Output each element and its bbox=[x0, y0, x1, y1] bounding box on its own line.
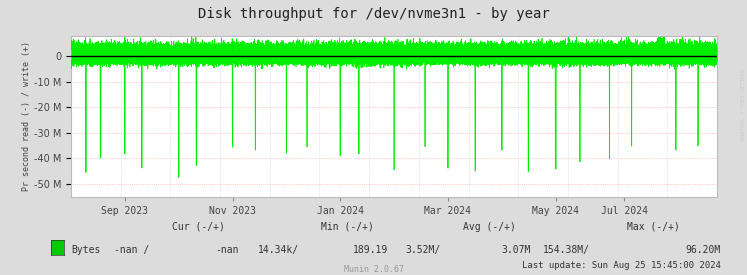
Text: -nan: -nan bbox=[216, 245, 239, 255]
Text: Max (-/+): Max (-/+) bbox=[627, 222, 680, 232]
Y-axis label: Pr second read (-) / write (+): Pr second read (-) / write (+) bbox=[22, 41, 31, 191]
Text: Min (-/+): Min (-/+) bbox=[321, 222, 374, 232]
Text: 189.19: 189.19 bbox=[353, 245, 388, 255]
Text: 96.20M: 96.20M bbox=[686, 245, 721, 255]
Text: Munin 2.0.67: Munin 2.0.67 bbox=[344, 265, 403, 274]
Text: Avg (-/+): Avg (-/+) bbox=[463, 222, 515, 232]
Text: 14.34k/: 14.34k/ bbox=[258, 245, 299, 255]
Text: 3.52M/: 3.52M/ bbox=[406, 245, 441, 255]
Text: Bytes: Bytes bbox=[71, 245, 100, 255]
Text: Cur (-/+): Cur (-/+) bbox=[172, 222, 224, 232]
Text: -nan /: -nan / bbox=[114, 245, 149, 255]
Text: 3.07M: 3.07M bbox=[501, 245, 530, 255]
Text: Disk throughput for /dev/nvme3n1 - by year: Disk throughput for /dev/nvme3n1 - by ye… bbox=[198, 7, 549, 21]
Text: RRDTOOL / TOBI OETIKER: RRDTOOL / TOBI OETIKER bbox=[740, 69, 746, 140]
Text: 154.38M/: 154.38M/ bbox=[543, 245, 590, 255]
Text: Last update: Sun Aug 25 15:45:00 2024: Last update: Sun Aug 25 15:45:00 2024 bbox=[522, 261, 721, 270]
